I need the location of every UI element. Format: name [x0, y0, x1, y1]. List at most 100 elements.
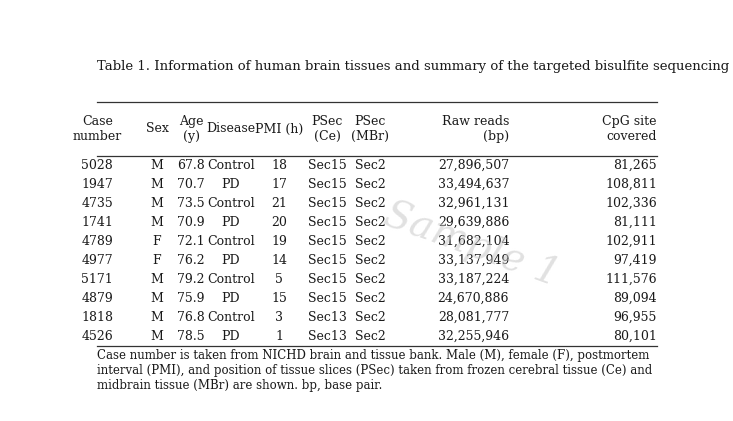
- Text: Sec15: Sec15: [308, 292, 347, 305]
- Text: 1741: 1741: [81, 216, 113, 229]
- Text: Sec2: Sec2: [355, 178, 386, 191]
- Text: 21: 21: [271, 197, 287, 210]
- Text: M: M: [150, 216, 163, 229]
- Text: Sec2: Sec2: [355, 292, 386, 305]
- Text: Sec2: Sec2: [355, 159, 386, 172]
- Text: 14: 14: [271, 254, 287, 266]
- Text: 5: 5: [275, 273, 283, 285]
- Text: Table 1. Information of human brain tissues and summary of the targeted bisulfit: Table 1. Information of human brain tiss…: [97, 60, 729, 73]
- Text: 70.9: 70.9: [177, 216, 205, 229]
- Text: M: M: [150, 292, 163, 305]
- Text: Raw reads
(bp): Raw reads (bp): [442, 115, 509, 143]
- Text: 97,419: 97,419: [614, 254, 657, 266]
- Text: 4735: 4735: [81, 197, 113, 210]
- Text: 102,336: 102,336: [605, 197, 657, 210]
- Text: 108,811: 108,811: [605, 178, 657, 191]
- Text: PD: PD: [221, 292, 240, 305]
- Text: Sec2: Sec2: [355, 330, 386, 343]
- Text: 79.2: 79.2: [177, 273, 205, 285]
- Text: 1: 1: [275, 330, 283, 343]
- Text: 33,494,637: 33,494,637: [438, 178, 509, 191]
- Text: PSec
(MBr): PSec (MBr): [351, 115, 389, 143]
- Text: 18: 18: [271, 159, 287, 172]
- Text: 5171: 5171: [81, 273, 113, 285]
- Text: 17: 17: [271, 178, 287, 191]
- Text: PD: PD: [221, 178, 240, 191]
- Text: 89,094: 89,094: [614, 292, 657, 305]
- Text: 73.5: 73.5: [177, 197, 205, 210]
- Text: M: M: [150, 178, 163, 191]
- Text: 28,081,777: 28,081,777: [438, 311, 509, 324]
- Text: Sample 1: Sample 1: [380, 196, 565, 294]
- Text: Age
(y): Age (y): [179, 115, 203, 143]
- Text: PSec
(Ce): PSec (Ce): [312, 115, 343, 143]
- Text: 111,576: 111,576: [605, 273, 657, 285]
- Text: 5028: 5028: [81, 159, 113, 172]
- Text: 80,101: 80,101: [613, 330, 657, 343]
- Text: 33,137,949: 33,137,949: [438, 254, 509, 266]
- Text: 72.1: 72.1: [177, 235, 205, 248]
- Text: 78.5: 78.5: [177, 330, 205, 343]
- Text: Sec2: Sec2: [355, 273, 386, 285]
- Text: 29,639,886: 29,639,886: [438, 216, 509, 229]
- Text: 75.9: 75.9: [177, 292, 205, 305]
- Text: Control: Control: [207, 311, 254, 324]
- Text: 67.8: 67.8: [177, 159, 205, 172]
- Text: Sec15: Sec15: [308, 178, 347, 191]
- Text: 33,187,224: 33,187,224: [438, 273, 509, 285]
- Text: Sec2: Sec2: [355, 254, 386, 266]
- Text: 31,682,104: 31,682,104: [438, 235, 509, 248]
- Text: 81,265: 81,265: [614, 159, 657, 172]
- Text: Sec15: Sec15: [308, 197, 347, 210]
- Text: Control: Control: [207, 159, 254, 172]
- Text: Sec2: Sec2: [355, 197, 386, 210]
- Text: F: F: [152, 254, 161, 266]
- Text: 1947: 1947: [81, 178, 113, 191]
- Text: M: M: [150, 273, 163, 285]
- Text: 4879: 4879: [81, 292, 113, 305]
- Text: PD: PD: [221, 216, 240, 229]
- Text: Sec2: Sec2: [355, 311, 386, 324]
- Text: 96,955: 96,955: [614, 311, 657, 324]
- Text: Disease: Disease: [206, 123, 255, 136]
- Text: F: F: [152, 235, 161, 248]
- Text: 76.8: 76.8: [177, 311, 205, 324]
- Text: PMI (h): PMI (h): [255, 123, 303, 136]
- Text: Sec2: Sec2: [355, 216, 386, 229]
- Text: 24,670,886: 24,670,886: [438, 292, 509, 305]
- Text: Control: Control: [207, 197, 254, 210]
- Text: Sec2: Sec2: [355, 235, 386, 248]
- Text: Sec15: Sec15: [308, 273, 347, 285]
- Text: Sec15: Sec15: [308, 216, 347, 229]
- Text: Sec15: Sec15: [308, 254, 347, 266]
- Text: Control: Control: [207, 235, 254, 248]
- Text: Case
number: Case number: [73, 115, 122, 143]
- Text: Control: Control: [207, 273, 254, 285]
- Text: PD: PD: [221, 254, 240, 266]
- Text: 4526: 4526: [81, 330, 113, 343]
- Text: Case number is taken from NICHD brain and tissue bank. Male (M), female (F), pos: Case number is taken from NICHD brain an…: [97, 349, 652, 392]
- Text: 15: 15: [271, 292, 287, 305]
- Text: Sex: Sex: [146, 123, 169, 136]
- Text: Sec15: Sec15: [308, 159, 347, 172]
- Text: CpG site
covered: CpG site covered: [603, 115, 657, 143]
- Text: Sec13: Sec13: [308, 330, 347, 343]
- Text: 32,961,131: 32,961,131: [438, 197, 509, 210]
- Text: 20: 20: [271, 216, 287, 229]
- Text: 76.2: 76.2: [177, 254, 205, 266]
- Text: 32,255,946: 32,255,946: [438, 330, 509, 343]
- Text: M: M: [150, 197, 163, 210]
- Text: 4789: 4789: [81, 235, 113, 248]
- Text: 1818: 1818: [81, 311, 114, 324]
- Text: 70.7: 70.7: [177, 178, 205, 191]
- Text: Sec15: Sec15: [308, 235, 347, 248]
- Text: M: M: [150, 311, 163, 324]
- Text: Sec13: Sec13: [308, 311, 347, 324]
- Text: 81,111: 81,111: [613, 216, 657, 229]
- Text: 4977: 4977: [81, 254, 113, 266]
- Text: 3: 3: [275, 311, 283, 324]
- Text: 102,911: 102,911: [605, 235, 657, 248]
- Text: 27,896,507: 27,896,507: [438, 159, 509, 172]
- Text: M: M: [150, 330, 163, 343]
- Text: PD: PD: [221, 330, 240, 343]
